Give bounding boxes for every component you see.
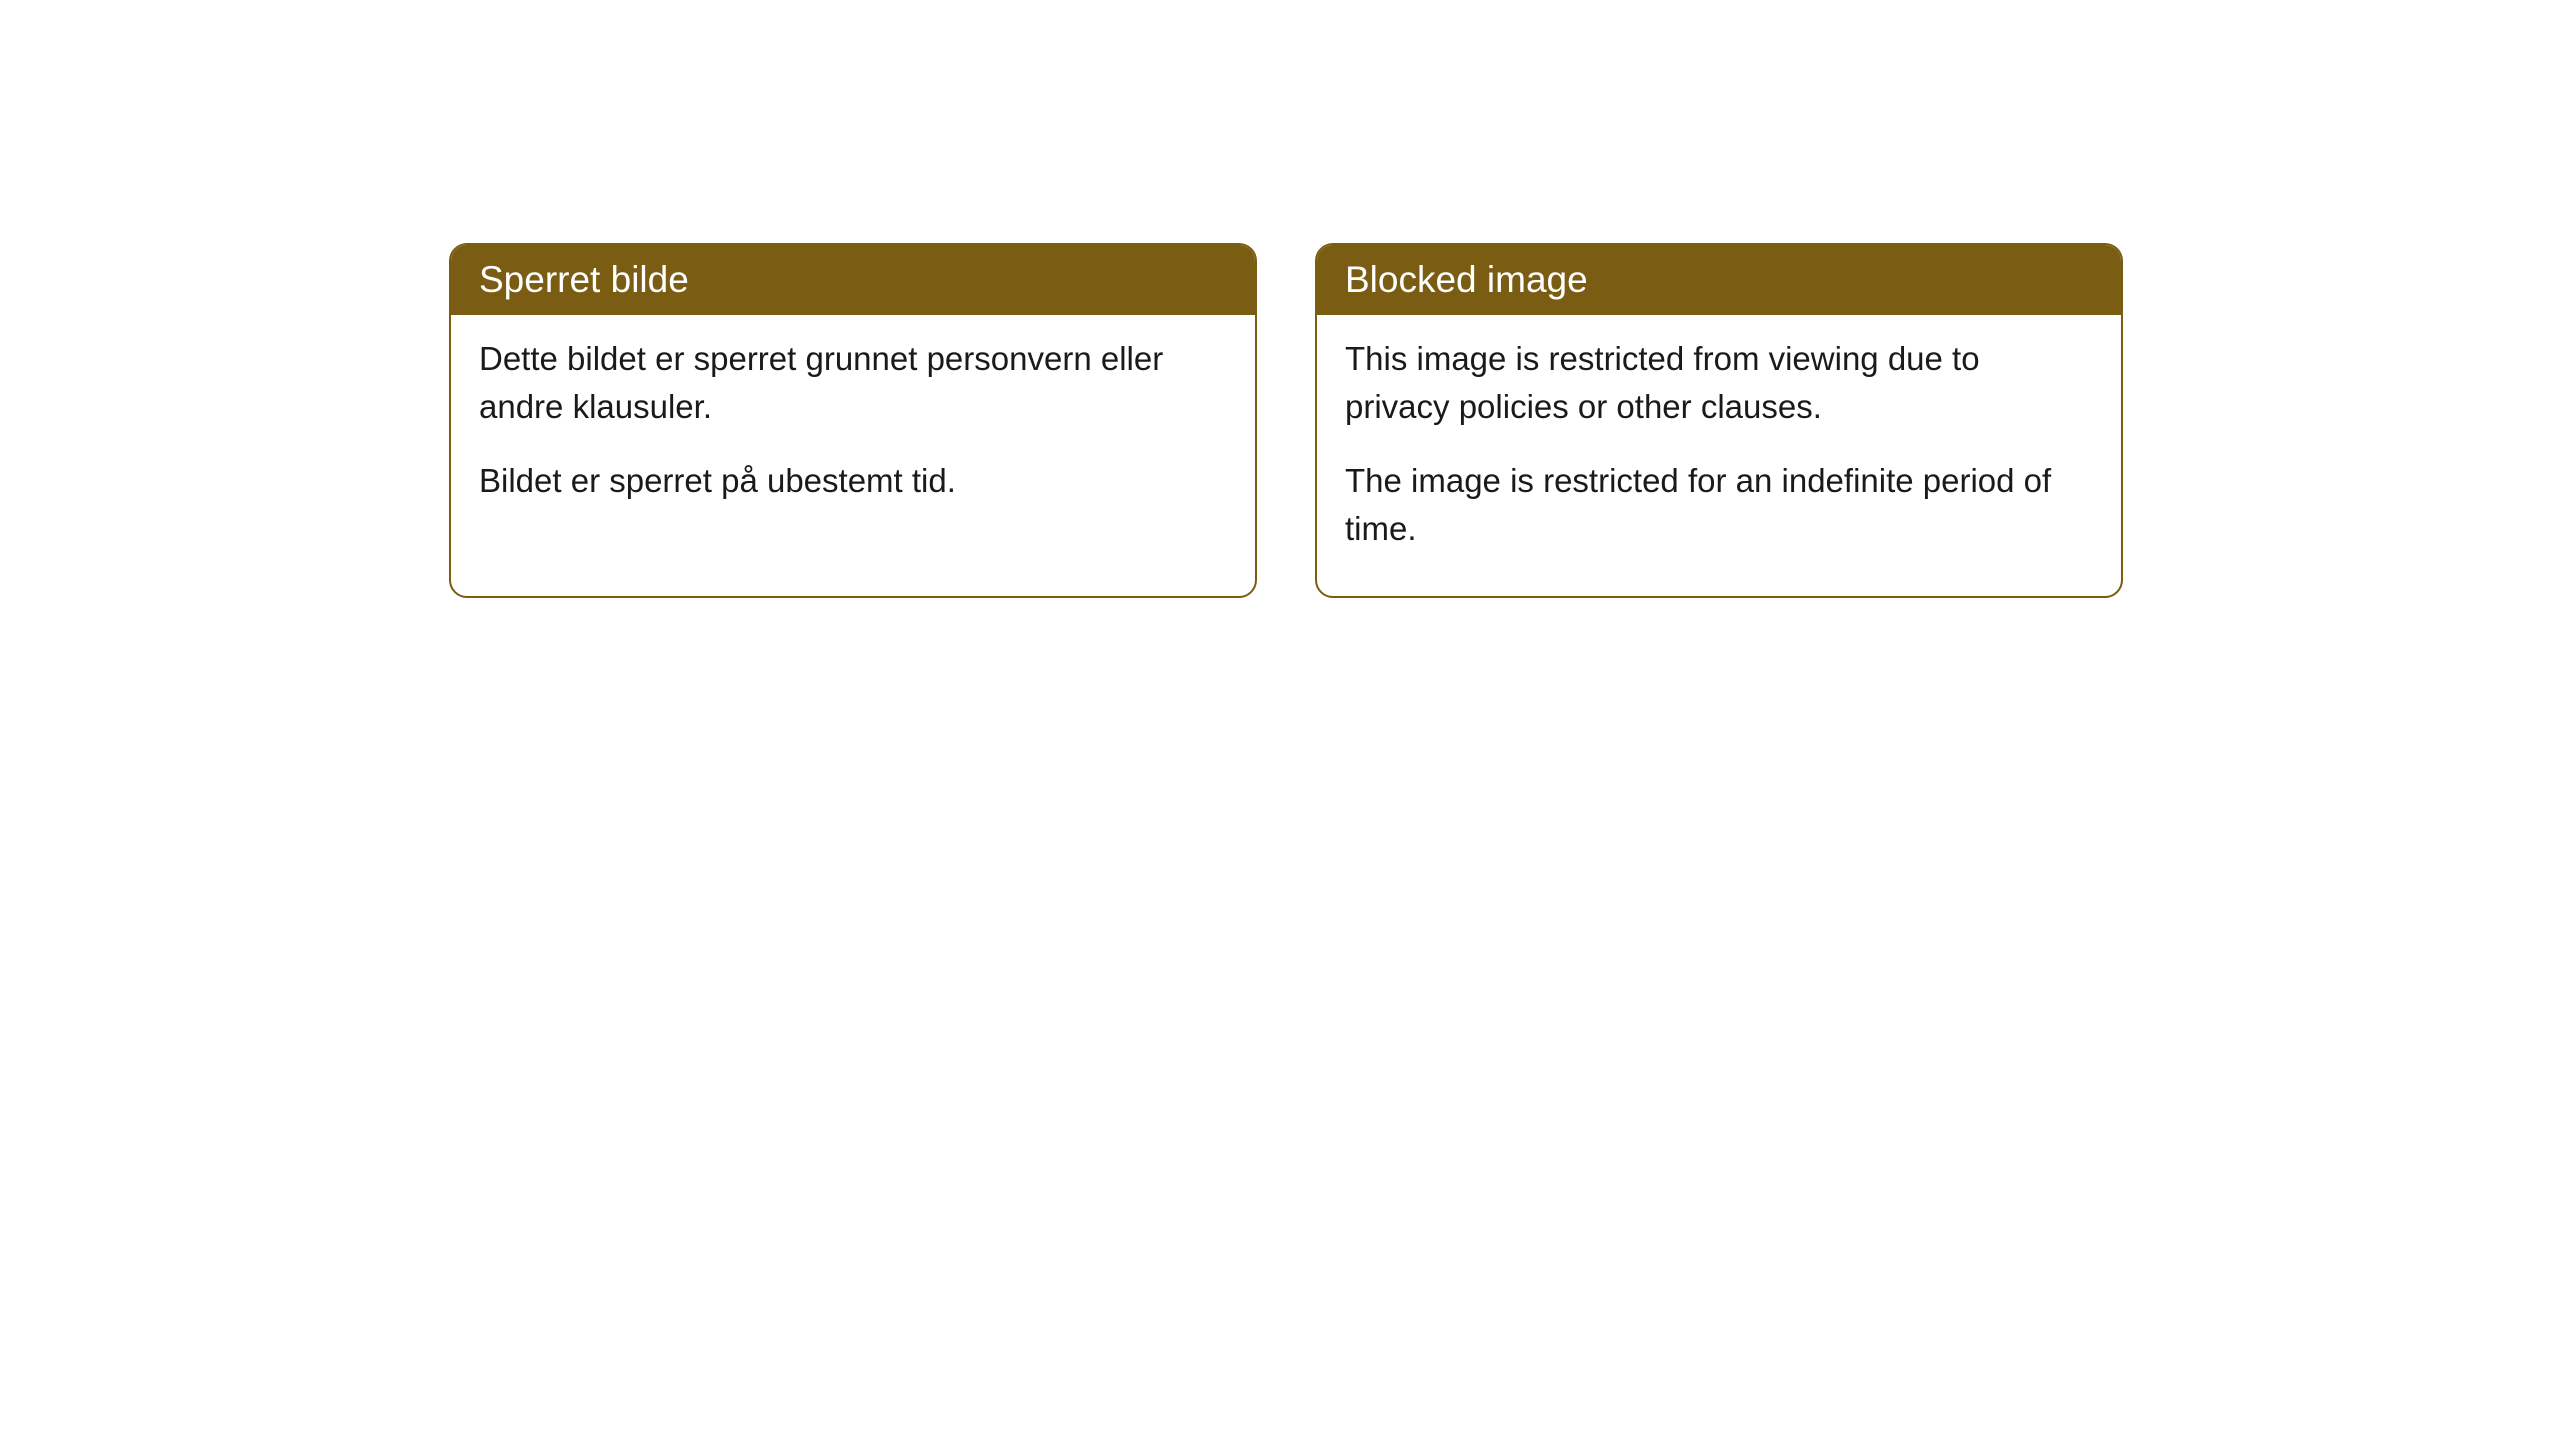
card-title-en: Blocked image — [1317, 245, 2121, 315]
blocked-image-card-en: Blocked image This image is restricted f… — [1315, 243, 2123, 598]
blocked-image-card-no: Sperret bilde Dette bildet er sperret gr… — [449, 243, 1257, 598]
card-paragraph-1-en: This image is restricted from viewing du… — [1345, 335, 2093, 431]
card-body-no: Dette bildet er sperret grunnet personve… — [451, 315, 1255, 549]
card-body-en: This image is restricted from viewing du… — [1317, 315, 2121, 596]
card-title-no: Sperret bilde — [451, 245, 1255, 315]
notice-cards-container: Sperret bilde Dette bildet er sperret gr… — [449, 243, 2123, 598]
card-paragraph-1-no: Dette bildet er sperret grunnet personve… — [479, 335, 1227, 431]
card-paragraph-2-no: Bildet er sperret på ubestemt tid. — [479, 457, 1227, 505]
card-paragraph-2-en: The image is restricted for an indefinit… — [1345, 457, 2093, 553]
